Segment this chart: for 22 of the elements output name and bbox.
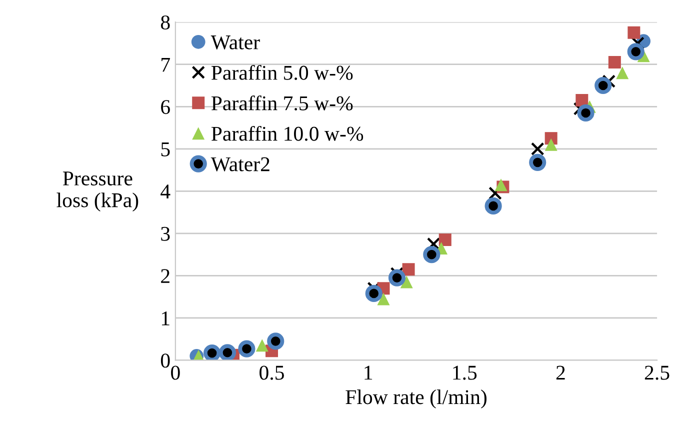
x-tick-label: 2.5 (644, 366, 670, 380)
legend-label: Paraffin 7.5 w-% (211, 95, 353, 110)
y-tick-label: 8 (160, 15, 170, 30)
legend-label: Paraffin 5.0 w-% (211, 64, 353, 80)
y-axis-title: Pressure loss (kPa) (56, 172, 138, 212)
y-tick-label: 3 (161, 226, 170, 241)
legend-label: Water2 (210, 157, 270, 172)
x-tick-label: 0.5 (260, 366, 284, 380)
x-tick-label: 1 (364, 366, 372, 380)
x-tick-label: 0 (171, 366, 180, 380)
legend-label: Paraffin 10.0 w-% (211, 126, 364, 141)
y-tick-label: 5 (161, 142, 170, 156)
y-tick-label: 6 (161, 100, 170, 114)
x-tick-label: 2 (556, 366, 565, 380)
legend-label: Water (210, 36, 260, 50)
x-axis-title: Flow rate (l/min) (346, 390, 486, 408)
x-tick-label: 1.5 (453, 366, 477, 380)
y-tick-label: 2 (161, 269, 170, 283)
y-tick-label: 0 (160, 354, 170, 368)
y-tick-label: 7 (162, 58, 170, 72)
y-tick-label: 1 (162, 311, 170, 326)
y-tick-label: 4 (160, 184, 170, 198)
